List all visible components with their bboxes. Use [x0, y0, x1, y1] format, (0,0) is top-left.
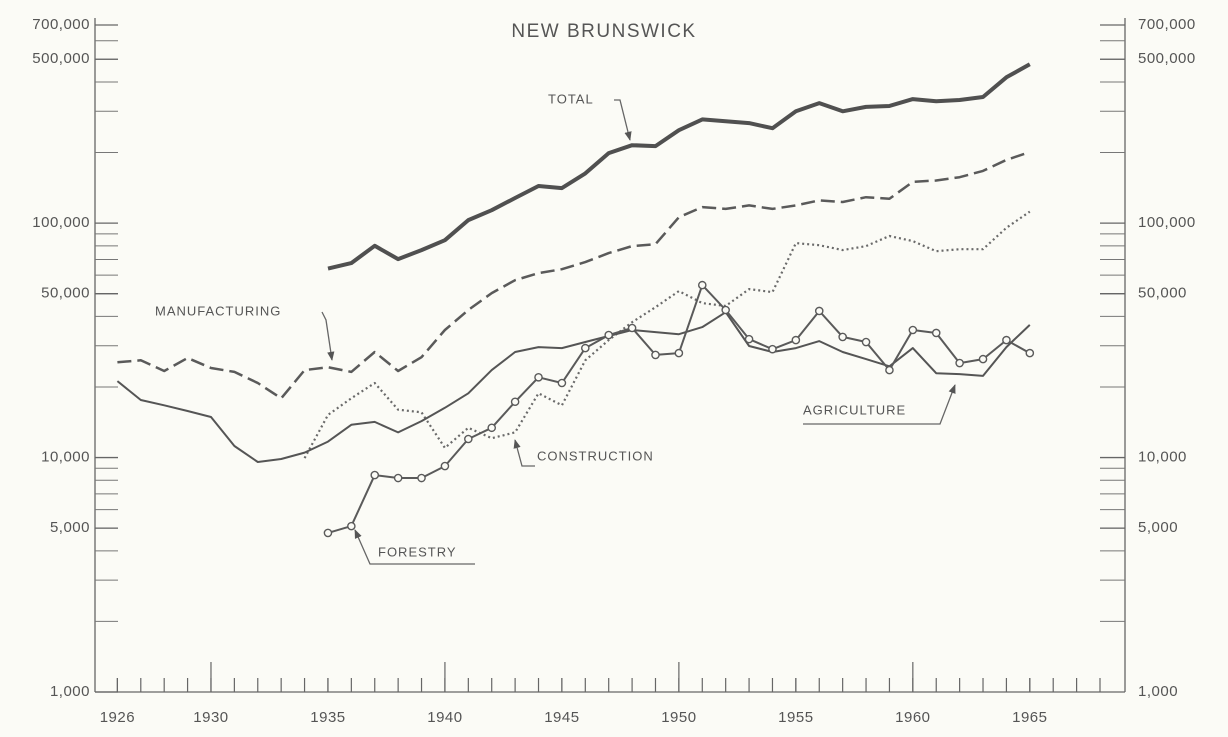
y-tick-label: 500,000 [1138, 50, 1196, 67]
leader-line [614, 99, 632, 141]
series-label: CONSTRUCTION [537, 448, 654, 463]
x-tick-label: 1926 [100, 709, 135, 726]
x-tick-label: 1955 [778, 709, 813, 726]
point [721, 305, 730, 315]
series-line [303, 210, 1031, 459]
x-tick-label: 1960 [895, 709, 930, 726]
point [768, 344, 777, 354]
point [908, 325, 918, 335]
point [417, 473, 426, 483]
x-tick-label: 1940 [427, 709, 462, 726]
y-tick-label: 500,000 [32, 50, 90, 67]
point [1025, 348, 1035, 358]
point [510, 397, 520, 407]
y-tick-label: 700,000 [32, 16, 90, 33]
leader-line [321, 311, 335, 361]
y-tick-label: 1,000 [1138, 683, 1178, 700]
series-label: TOTAL [548, 91, 594, 106]
point [1002, 335, 1011, 345]
y-tick-label: 700,000 [1138, 16, 1196, 33]
series-line [116, 311, 1031, 463]
y-tick-label: 10,000 [1138, 449, 1187, 466]
y-tick-label: 50,000 [41, 285, 90, 302]
point [955, 358, 964, 368]
series-label: MANUFACTURING [155, 303, 281, 318]
series-label: AGRICULTURE [803, 402, 906, 417]
point [697, 280, 707, 290]
point [744, 334, 754, 344]
x-tick-label: 1935 [310, 709, 345, 726]
point [814, 306, 824, 316]
point [931, 328, 941, 338]
point [627, 323, 637, 333]
point [487, 423, 497, 433]
leader-line [513, 439, 535, 467]
y-tick-label: 100,000 [32, 214, 90, 231]
point [393, 473, 403, 483]
chart-title: NEW BRUNSWICK [511, 21, 696, 42]
point [674, 348, 684, 358]
x-tick-label: 1945 [544, 709, 579, 726]
y-tick-label: 10,000 [41, 449, 90, 466]
point [440, 461, 450, 471]
point [581, 343, 590, 353]
x-tick-label: 1930 [193, 709, 228, 726]
leader-line [354, 529, 475, 565]
y-tick-label: 100,000 [1138, 214, 1196, 231]
y-tick-label: 5,000 [1138, 519, 1178, 536]
point [323, 528, 333, 538]
x-tick-label: 1950 [661, 709, 696, 726]
point [885, 365, 894, 375]
y-tick-label: 1,000 [50, 683, 90, 700]
point [534, 372, 543, 382]
point [791, 335, 801, 345]
series-line [327, 62, 1031, 271]
point [838, 332, 847, 342]
y-tick-label: 50,000 [1138, 285, 1187, 302]
point [604, 330, 613, 340]
point [861, 337, 871, 347]
point [370, 470, 380, 480]
series-line [327, 284, 1031, 534]
point [464, 434, 473, 444]
series-label: FORESTRY [378, 544, 457, 559]
x-tick-label: 1965 [1012, 709, 1047, 726]
point [557, 378, 567, 388]
point [978, 354, 988, 364]
point [347, 521, 356, 531]
leader-line [803, 384, 956, 425]
point [651, 350, 660, 360]
y-tick-label: 5,000 [50, 519, 90, 536]
series-line [117, 150, 1031, 400]
